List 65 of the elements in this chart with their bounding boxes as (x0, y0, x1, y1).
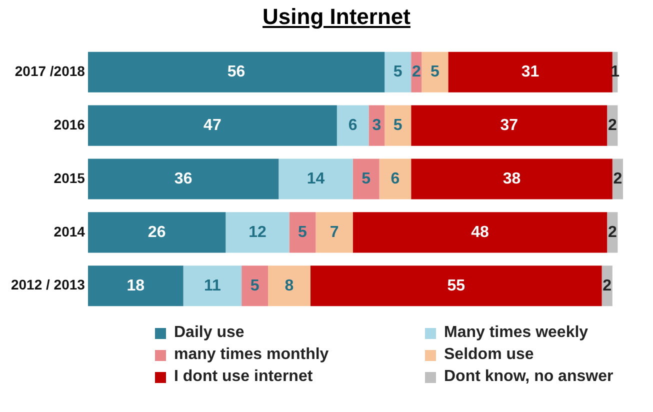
bar (310, 266, 602, 306)
bar (384, 105, 412, 146)
data-label: 12 (248, 224, 266, 241)
data-label: 6 (390, 170, 400, 188)
y-tick-label: 2012 / 2013 (10, 276, 86, 293)
data-label: 7 (330, 224, 339, 241)
bar (88, 105, 337, 146)
data-label: 37 (500, 116, 518, 134)
legend-label: Daily use (174, 324, 244, 342)
data-label: 5 (393, 64, 402, 81)
data-label: 2 (602, 277, 612, 294)
legend-label: many times monthly (174, 346, 329, 364)
bar (411, 158, 612, 200)
data-label: 5 (362, 170, 371, 188)
bar (88, 158, 279, 200)
bar (384, 52, 412, 92)
bar (88, 52, 385, 92)
y-tick-label: 2017 /2018 (14, 62, 86, 79)
data-label: 36 (174, 170, 192, 188)
bar (411, 105, 608, 146)
bar (448, 52, 612, 92)
data-label: 2 (608, 224, 617, 241)
bar (352, 212, 608, 253)
data-label: 48 (471, 224, 489, 241)
bar (268, 266, 310, 306)
bar (368, 105, 385, 146)
data-label: 38 (502, 170, 521, 188)
bar (352, 158, 380, 200)
chart-title: Using Internet (262, 3, 412, 31)
legend-label: Seldom use (444, 346, 534, 364)
data-label: 5 (430, 64, 440, 81)
bar (336, 105, 369, 146)
data-label: 2 (608, 116, 617, 134)
legend-label: Dont know, no answer (444, 368, 614, 386)
y-tick-label: 2014 (54, 223, 86, 240)
data-label: 18 (126, 277, 145, 294)
data-label: 56 (227, 64, 246, 81)
data-label: 2 (613, 170, 622, 188)
y-tick-label: 2015 (54, 170, 86, 186)
data-label: 11 (204, 277, 222, 294)
data-label: 6 (348, 116, 358, 134)
data-label: 8 (284, 277, 294, 294)
bar (289, 212, 316, 253)
data-label: 31 (521, 64, 540, 81)
data-label: 47 (204, 116, 222, 134)
data-label: 2 (412, 64, 421, 81)
data-label: 5 (393, 116, 402, 134)
bar (379, 158, 412, 200)
data-label: 5 (250, 277, 260, 294)
bar (278, 158, 353, 200)
legend-label: I dont use internet (174, 368, 313, 386)
bar (88, 212, 226, 253)
data-label: 5 (298, 224, 308, 241)
data-label: 55 (447, 277, 466, 294)
legend-label: Many times weekly (444, 324, 588, 342)
bar (422, 52, 448, 92)
bar (88, 266, 184, 306)
data-label: 26 (148, 224, 166, 241)
bar (316, 212, 353, 253)
data-label: 14 (306, 170, 325, 188)
bar (242, 266, 268, 306)
y-tick-label: 2016 (54, 116, 86, 132)
bar (183, 266, 242, 306)
data-label: 3 (372, 116, 382, 134)
bar (226, 212, 290, 253)
